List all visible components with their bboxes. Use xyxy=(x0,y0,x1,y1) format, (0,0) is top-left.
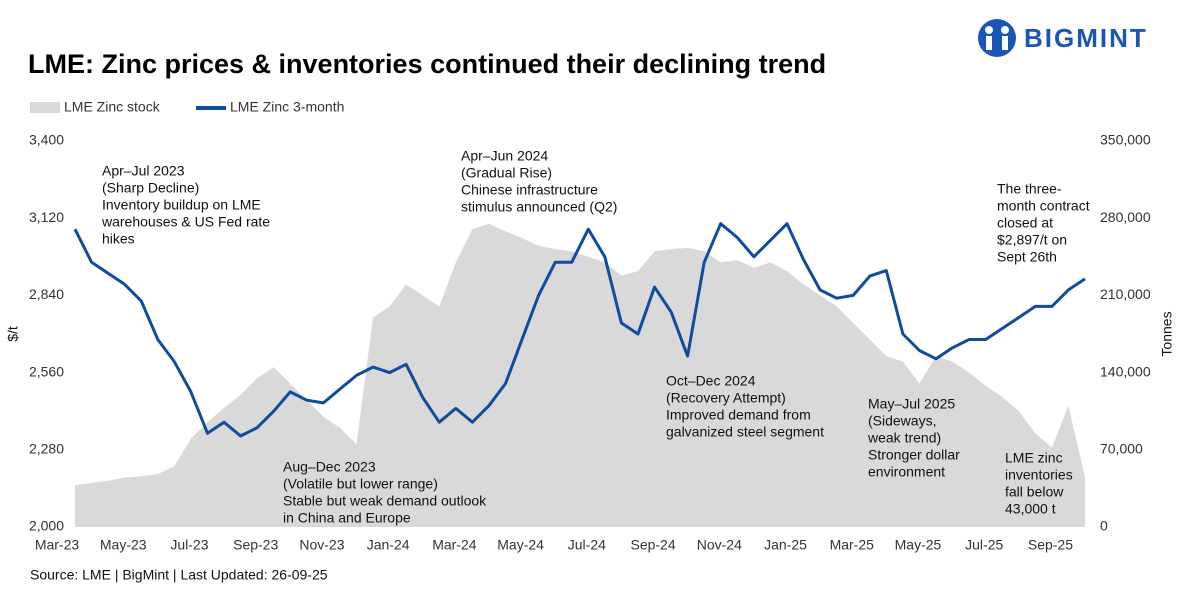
legend-swatch xyxy=(30,102,60,113)
y2-tick-label: 210,000 xyxy=(1100,286,1151,302)
annotation: galvanized steel segment xyxy=(666,424,824,440)
annotation: warehouses & US Fed rate xyxy=(101,214,270,230)
legend-label: LME Zinc stock xyxy=(64,99,161,115)
stock-area xyxy=(75,223,1085,527)
annotation: Chinese infrastructure xyxy=(461,182,598,198)
annotation: 43,000 t xyxy=(1005,501,1056,517)
annotation: (Gradual Rise) xyxy=(461,165,552,181)
annotation: in China and Europe xyxy=(283,510,411,526)
logo-icon-bar xyxy=(986,36,992,50)
logo-icon-bar xyxy=(1002,36,1008,50)
source: Source: LME | BigMint | Last Updated: 26… xyxy=(30,567,328,583)
y-tick-label: 2,000 xyxy=(29,518,64,534)
x-tick-label: Jul-24 xyxy=(568,537,606,553)
legend-label: LME Zinc 3-month xyxy=(230,99,344,115)
annotation: Apr–Jun 2024 xyxy=(461,148,548,164)
y2-tick-label: 280,000 xyxy=(1100,209,1151,225)
annotation: stimulus announced (Q2) xyxy=(461,199,617,215)
annotation: (Volatile but lower range) xyxy=(283,476,438,492)
annotation: (Sharp Decline) xyxy=(102,180,199,196)
x-tick-label: Sep-23 xyxy=(233,537,278,553)
x-tick-label: Jul-23 xyxy=(170,537,208,553)
annotation: (Recovery Attempt) xyxy=(666,390,786,406)
logo-text: BIGMINT xyxy=(1024,23,1148,53)
annotation: $2,897/t on xyxy=(997,232,1067,248)
y2-axis-label: Tonnes xyxy=(1159,311,1175,356)
annotation: Inventory buildup on LME xyxy=(102,197,261,213)
y2-tick-label: 140,000 xyxy=(1100,363,1151,379)
plot xyxy=(73,222,1086,527)
x-tick-label: Sep-25 xyxy=(1028,537,1073,553)
x-tick-label: Jan-24 xyxy=(367,537,410,553)
y-tick-label: 2,840 xyxy=(29,286,64,302)
x-tick-label: May-25 xyxy=(895,537,942,553)
x-tick-label: May-23 xyxy=(100,537,147,553)
annotation: LME zinc xyxy=(1005,450,1063,466)
chart-title: LME: Zinc prices & inventories continued… xyxy=(28,49,826,79)
y2-tick-label: 70,000 xyxy=(1100,441,1143,457)
y-tick-label: 3,120 xyxy=(29,209,64,225)
annotation: Stable but weak demand outlook xyxy=(283,493,487,509)
annotation: fall below xyxy=(1005,484,1064,500)
annotation: Aug–Dec 2023 xyxy=(283,459,376,475)
logo-icon-dot xyxy=(1001,26,1009,34)
x-tick-label: Mar-23 xyxy=(35,537,80,553)
y-tick-label: 2,280 xyxy=(29,441,64,457)
logo: BIGMINT xyxy=(978,19,1148,57)
annotation: (Sideways, xyxy=(868,413,936,429)
y-tick-label: 3,400 xyxy=(29,132,64,148)
annotation: hikes xyxy=(102,231,135,247)
logo-icon-dot xyxy=(985,26,993,34)
x-tick-label: Jul-25 xyxy=(965,537,1003,553)
x-tick-label: Jan-25 xyxy=(764,537,807,553)
annotation: Apr–Jul 2023 xyxy=(102,163,185,179)
x-tick-label: Mar-24 xyxy=(432,537,477,553)
price-line xyxy=(73,222,1086,438)
x-tick-label: Sep-24 xyxy=(630,537,675,553)
x-tick-label: Nov-24 xyxy=(697,537,742,553)
y-axis-label: $/t xyxy=(5,326,21,342)
annotation: month contract xyxy=(997,198,1090,214)
annotation: Stronger dollar xyxy=(868,447,960,463)
annotation: environment xyxy=(868,464,945,480)
y2-tick-label: 350,000 xyxy=(1100,132,1151,148)
annotation: The three- xyxy=(997,181,1062,197)
x-tick-label: Mar-25 xyxy=(830,537,875,553)
annotation: closed at xyxy=(997,215,1053,231)
x-tick-label: May-24 xyxy=(497,537,544,553)
x-tick-label: Nov-23 xyxy=(299,537,344,553)
y-tick-label: 2,560 xyxy=(29,363,64,379)
annotation: Sept 26th xyxy=(997,249,1057,265)
annotation: weak trend) xyxy=(867,430,941,446)
logo-icon xyxy=(978,19,1016,57)
annotation: Improved demand from xyxy=(666,407,811,423)
y2-tick-label: 0 xyxy=(1100,518,1108,534)
annotation: inventories xyxy=(1005,467,1073,483)
annotation: May–Jul 2025 xyxy=(868,396,955,412)
annotation: Oct–Dec 2024 xyxy=(666,373,756,389)
